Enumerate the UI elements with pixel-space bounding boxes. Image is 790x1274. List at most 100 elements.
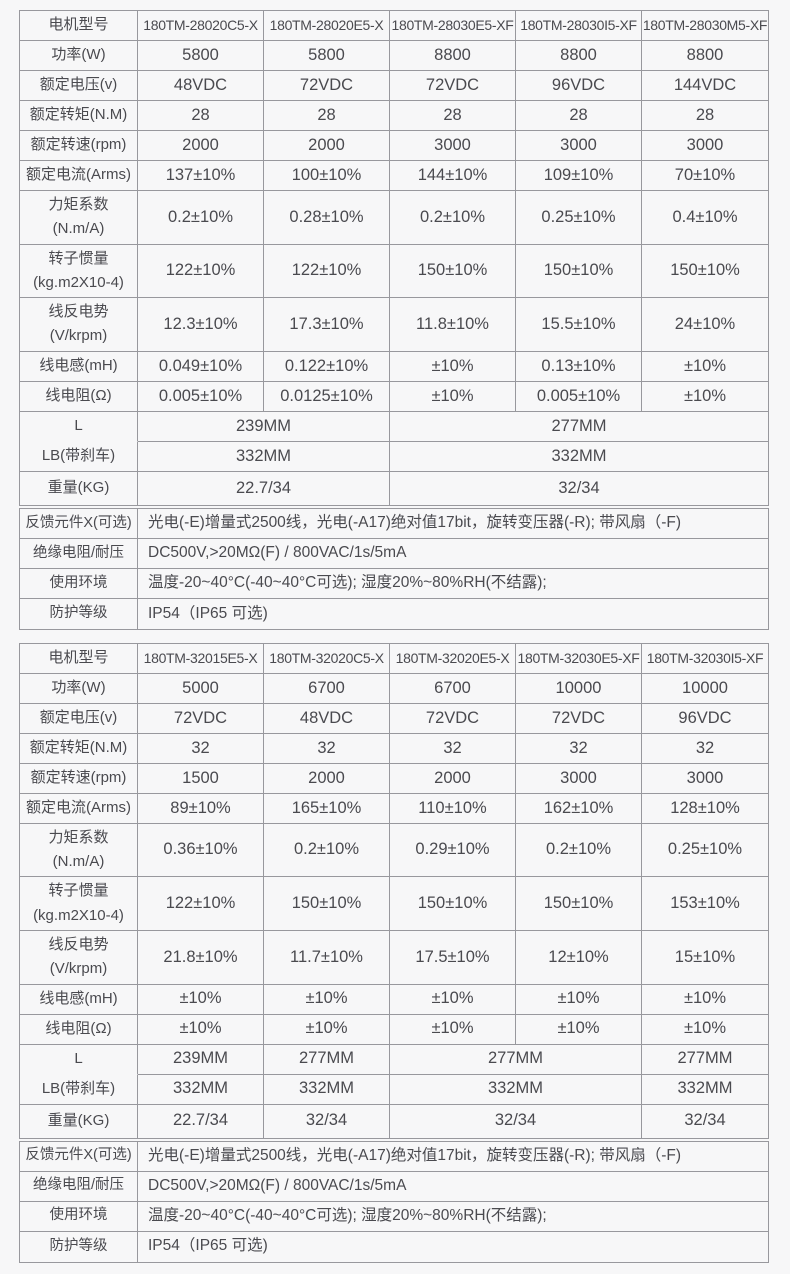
spec-value-cell: 72VDC (138, 703, 264, 734)
notes-tbody-0: 反馈元件X(可选) 光电(-E)增量式2500线，光电(-A17)绝对值17bit… (20, 508, 768, 629)
spec-row: 转子惯量 (kg.m2X10-4) 122±10% 150±10% 150±10% 15… (20, 877, 768, 931)
spec-value-cell: 2000 (264, 763, 390, 794)
spec-value-cell: 277MM (264, 1044, 390, 1075)
spec-row: 线电感(mH) ±10% ±10% ±10% ±10% ±10% (20, 984, 768, 1015)
note-row: 使用环境 温度-20~40°C(-40~40°C可选); 湿度20%~80%RH(… (20, 1201, 768, 1232)
spec-value-cell: ±10% (264, 984, 390, 1015)
spec-value-cell: 0.2±10% (138, 191, 264, 245)
spec-value-cell: ±10% (642, 985, 768, 1015)
note-row: 反馈元件X(可选) 光电(-E)增量式2500线，光电(-A17)绝对值17bit… (20, 1141, 768, 1172)
spec-value-cell: 17.3±10% (264, 298, 390, 352)
spec-value-cell: 277MM (642, 1045, 768, 1075)
spec-value-cell: 96VDC (642, 704, 768, 734)
spec-value-cell: 0.005±10% (516, 381, 642, 412)
spec-value-cell: 0.0125±10% (264, 381, 390, 412)
spec-row: 额定转矩(N.M) 28 28 28 28 28 (20, 101, 768, 131)
spec-row: 线反电势 (V/krpm) 12.3±10% 17.3±10% 11.8±10% 15.… (20, 298, 768, 352)
spec-value-cell: 12±10% (516, 930, 642, 985)
spec-value-cell: 0.122±10% (264, 351, 390, 382)
spec-value-cell: 3000 (516, 131, 642, 161)
spec-value-cell: 28 (138, 101, 264, 131)
row-label: 转子惯量 (kg.m2X10-4) (20, 877, 138, 931)
model-name-cell: 180TM-32030E5-XF (516, 643, 642, 674)
spec-value-cell: 150±10% (516, 244, 642, 299)
spec-row: 额定电流(Arms) 137±10% 100±10% 144±10% 109±10% 70… (20, 161, 768, 191)
spec-value-cell: 3000 (642, 764, 768, 794)
spec-value-cell: 15±10% (642, 931, 768, 985)
row-label: 额定电压(v) (20, 71, 138, 101)
spec-row: L 239MM 277MM 277MM 277MM (20, 1044, 768, 1075)
spec-value-cell: 32 (390, 733, 516, 764)
spec-value-cell: 239MM (138, 1044, 264, 1075)
spec-value-cell: 2000 (264, 131, 390, 161)
spec-value-cell: 153±10% (642, 877, 768, 931)
spec-value-cell: ±10% (642, 352, 768, 382)
spec-value-cell: 8800 (642, 41, 768, 71)
model-name-cell: 180TM-28020C5-X (138, 11, 264, 41)
row-label: 电机型号 (20, 11, 138, 41)
spec-value-cell: 332MM (390, 1074, 642, 1105)
spec-value-cell: 70±10% (642, 161, 768, 191)
spec-row: 线反电势 (V/krpm) 21.8±10% 11.7±10% 17.5±10% 12±… (20, 930, 768, 985)
spec-row: 功率(W) 5800 5800 8800 8800 8800 (20, 41, 768, 71)
spec-row: 额定电压(v) 72VDC 48VDC 72VDC 72VDC 96VDC (20, 703, 768, 734)
row-label: 力矩系数 (N.m/A) (20, 823, 138, 878)
spec-value-cell: 22.7/34 (138, 471, 390, 505)
spec-value-cell: 0.2±10% (390, 191, 516, 245)
row-label: 额定电流(Arms) (20, 793, 138, 824)
spec-value-cell: 72VDC (264, 71, 390, 101)
spec-value-cell: 28 (516, 101, 642, 131)
spec-value-cell: 3000 (642, 131, 768, 161)
spec-value-cell: 0.4±10% (642, 191, 768, 245)
spec-value-cell: 8800 (390, 41, 516, 71)
note-row: 反馈元件X(可选) 光电(-E)增量式2500线，光电(-A17)绝对值17bit… (20, 508, 768, 539)
spec-value-cell: 5000 (138, 673, 264, 704)
row-label: 额定电流(Arms) (20, 161, 138, 191)
spec-value-cell: 128±10% (642, 794, 768, 824)
note-label: 绝缘电阻/耐压 (20, 1171, 138, 1202)
model-name-cell: 180TM-28020E5-X (264, 11, 390, 41)
spec-value-cell: 332MM (138, 441, 390, 472)
spec-sheet: 电机型号 180TM-28020C5-X 180TM-28020E5-X 180TM-… (19, 10, 769, 1271)
row-label: 额定转矩(N.M) (20, 733, 138, 764)
spec-row: 转子惯量 (kg.m2X10-4) 122±10% 122±10% 150±10% 15… (20, 244, 768, 299)
spec-value-cell: 137±10% (138, 161, 264, 191)
row-label: 额定电压(v) (20, 703, 138, 734)
spec-value-cell: ±10% (264, 1014, 390, 1045)
spec-value-cell: 89±10% (138, 793, 264, 824)
spec-row: 重量(KG) 22.7/34 32/34 (20, 471, 768, 505)
model-name-cell: 180TM-32020C5-X (264, 643, 390, 674)
spec-value-cell: 72VDC (516, 703, 642, 734)
spec-value-cell: 162±10% (516, 793, 642, 824)
row-label: 功率(W) (20, 41, 138, 71)
spec-value-cell: 150±10% (642, 245, 768, 299)
spec-value-cell: 32 (642, 734, 768, 764)
spec-value-cell: 2000 (138, 131, 264, 161)
spec-tbody-1: 电机型号 180TM-32015E5-X 180TM-32020C5-X 180TM-… (20, 643, 768, 1138)
note-label: 反馈元件X(可选) (20, 508, 138, 539)
spec-value-cell: 239MM (138, 411, 390, 442)
spec-value-cell: 2000 (390, 763, 516, 794)
row-label: 线电阻(Ω) (20, 381, 138, 412)
spec-value-cell: 3000 (516, 763, 642, 794)
motor-spec-section-2: 电机型号 180TM-32015E5-X 180TM-32020C5-X 180TM-… (19, 642, 769, 1263)
spec-value-cell: 122±10% (138, 244, 264, 299)
spec-value-cell: ±10% (516, 1014, 642, 1045)
spec-value-cell: 10000 (516, 673, 642, 704)
spec-value-cell: 28 (642, 101, 768, 131)
note-value: DC500V,>20MΩ(F) / 800VAC/1s/5mA (138, 1172, 768, 1202)
note-label: 反馈元件X(可选) (20, 1141, 138, 1172)
model-name-cell: 180TM-28030E5-XF (390, 11, 516, 41)
spec-value-cell: 72VDC (390, 71, 516, 101)
row-label: 线反电势 (V/krpm) (20, 930, 138, 985)
row-label: LB(带刹车) (20, 1074, 138, 1105)
spec-value-cell: 32 (516, 733, 642, 764)
spec-row: 力矩系数 (N.m/A) 0.2±10% 0.28±10% 0.2±10% 0.25±1… (20, 191, 768, 245)
motor-spec-page: { "colors":{ "page_background":"#f7f7f8"… (0, 10, 790, 1271)
spec-row: 重量(KG) 22.7/34 32/34 32/34 32/34 (20, 1104, 768, 1138)
note-row: 防护等级 IP54（IP65 可选) (20, 1231, 768, 1262)
spec-value-cell: ±10% (390, 381, 516, 412)
motor-spec-section-1: 电机型号 180TM-28020C5-X 180TM-28020E5-X 180TM-… (19, 10, 769, 630)
row-label: 线电感(mH) (20, 984, 138, 1015)
spec-value-cell: 96VDC (516, 71, 642, 101)
